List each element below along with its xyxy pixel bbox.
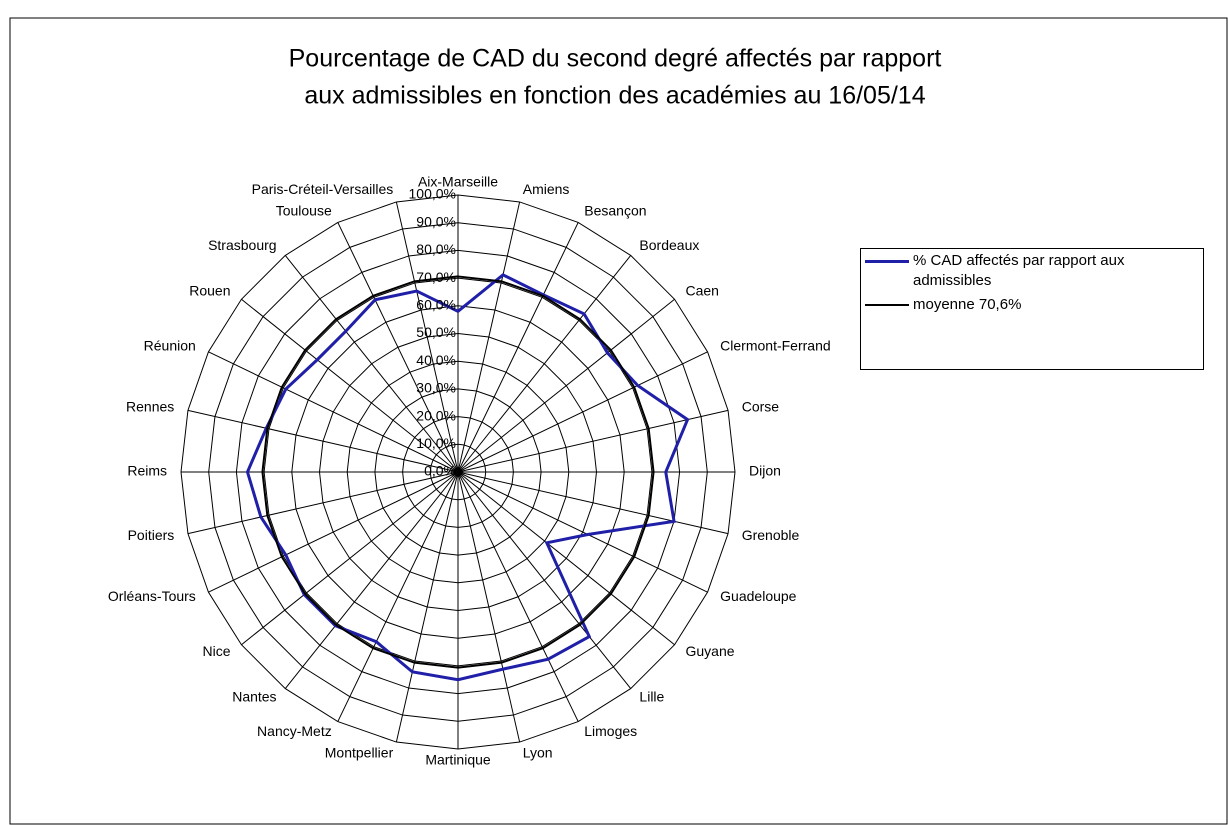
legend: % CAD affectés par rapport aux admissibl… — [860, 248, 1204, 370]
category-label: Lyon — [523, 744, 553, 760]
legend-entry: % CAD affectés par rapport aux admissibl… — [865, 251, 1201, 291]
spoke — [457, 351, 708, 473]
category-label: Guyane — [686, 643, 735, 659]
y-tick-label: 80,0% — [416, 241, 456, 257]
category-label: Amiens — [523, 181, 570, 197]
category-label: Martinique — [425, 752, 491, 768]
y-tick-label: 50,0% — [416, 324, 456, 340]
category-label: Clermont-Ferrand — [720, 337, 830, 353]
category-label: Toulouse — [276, 202, 332, 218]
category-label: Orléans-Tours — [108, 588, 196, 604]
spoke — [457, 255, 632, 473]
category-label: Rennes — [126, 398, 174, 414]
y-tick-label: 40,0% — [416, 352, 456, 368]
category-label: Lille — [639, 689, 664, 705]
category-label: Grenoble — [742, 527, 800, 543]
category-label: Aix-Marseille — [418, 174, 498, 190]
series-line — [261, 275, 655, 669]
spoke — [241, 298, 459, 473]
spoke — [457, 471, 521, 743]
chart-title: aux admissibles en fonction des académie… — [304, 82, 925, 110]
chart-title: Pourcentage de CAD du second degré affec… — [289, 45, 942, 73]
category-label: Poitiers — [128, 527, 175, 543]
legend-label: moyenne 70,6% — [913, 296, 1022, 313]
spoke — [208, 351, 459, 473]
category-label: Guadeloupe — [720, 588, 797, 604]
spoke — [187, 409, 459, 473]
category-label: Reims — [127, 463, 167, 479]
spoke — [457, 201, 521, 473]
spoke — [337, 222, 459, 473]
spoke — [284, 471, 459, 689]
series-line — [245, 273, 690, 682]
y-tick-label: 70,0% — [416, 269, 456, 285]
category-label: Dijon — [749, 463, 781, 479]
chart-frame — [9, 17, 1228, 825]
spoke — [284, 255, 459, 473]
category-label: Nice — [202, 643, 230, 659]
y-tick-label: 20,0% — [416, 407, 456, 423]
spoke — [457, 409, 729, 473]
spoke — [241, 471, 459, 646]
category-label: Caen — [686, 283, 719, 299]
legend-swatch — [865, 304, 909, 306]
category-label: Corse — [742, 398, 780, 414]
category-label: Nantes — [232, 689, 276, 705]
category-label: Limoges — [584, 723, 637, 739]
category-label: Montpellier — [325, 744, 394, 760]
spoke — [457, 471, 632, 689]
category-label: Nancy-Metz — [257, 723, 332, 739]
spoke — [208, 471, 459, 593]
spoke — [457, 471, 708, 593]
spoke — [395, 471, 459, 743]
legend-swatch — [865, 260, 909, 263]
spoke — [457, 471, 675, 646]
y-tick-label: 10,0% — [416, 435, 456, 451]
center-dot — [454, 468, 462, 476]
y-tick-label: 100,0% — [409, 186, 456, 202]
spoke — [457, 298, 675, 473]
spoke — [187, 471, 459, 535]
y-tick-label: 60,0% — [416, 297, 456, 313]
y-tick-label: 90,0% — [416, 213, 456, 229]
y-tick-label: 0,0% — [424, 463, 456, 479]
category-label: Besançon — [584, 202, 646, 218]
category-label: Strasbourg — [208, 237, 276, 253]
category-label: Bordeaux — [639, 237, 699, 253]
category-label: Paris-Créteil-Versailles — [252, 181, 394, 197]
legend-label: % CAD affectés par rapport aux admissibl… — [913, 252, 1125, 289]
spoke — [457, 471, 579, 722]
spoke — [457, 222, 579, 473]
category-label: Réunion — [144, 337, 196, 353]
spoke — [337, 471, 459, 722]
legend-entry: moyenne 70,6% — [865, 295, 1201, 315]
spoke — [395, 201, 459, 473]
spoke — [457, 471, 729, 535]
category-label: Rouen — [189, 283, 230, 299]
y-tick-label: 30,0% — [416, 380, 456, 396]
